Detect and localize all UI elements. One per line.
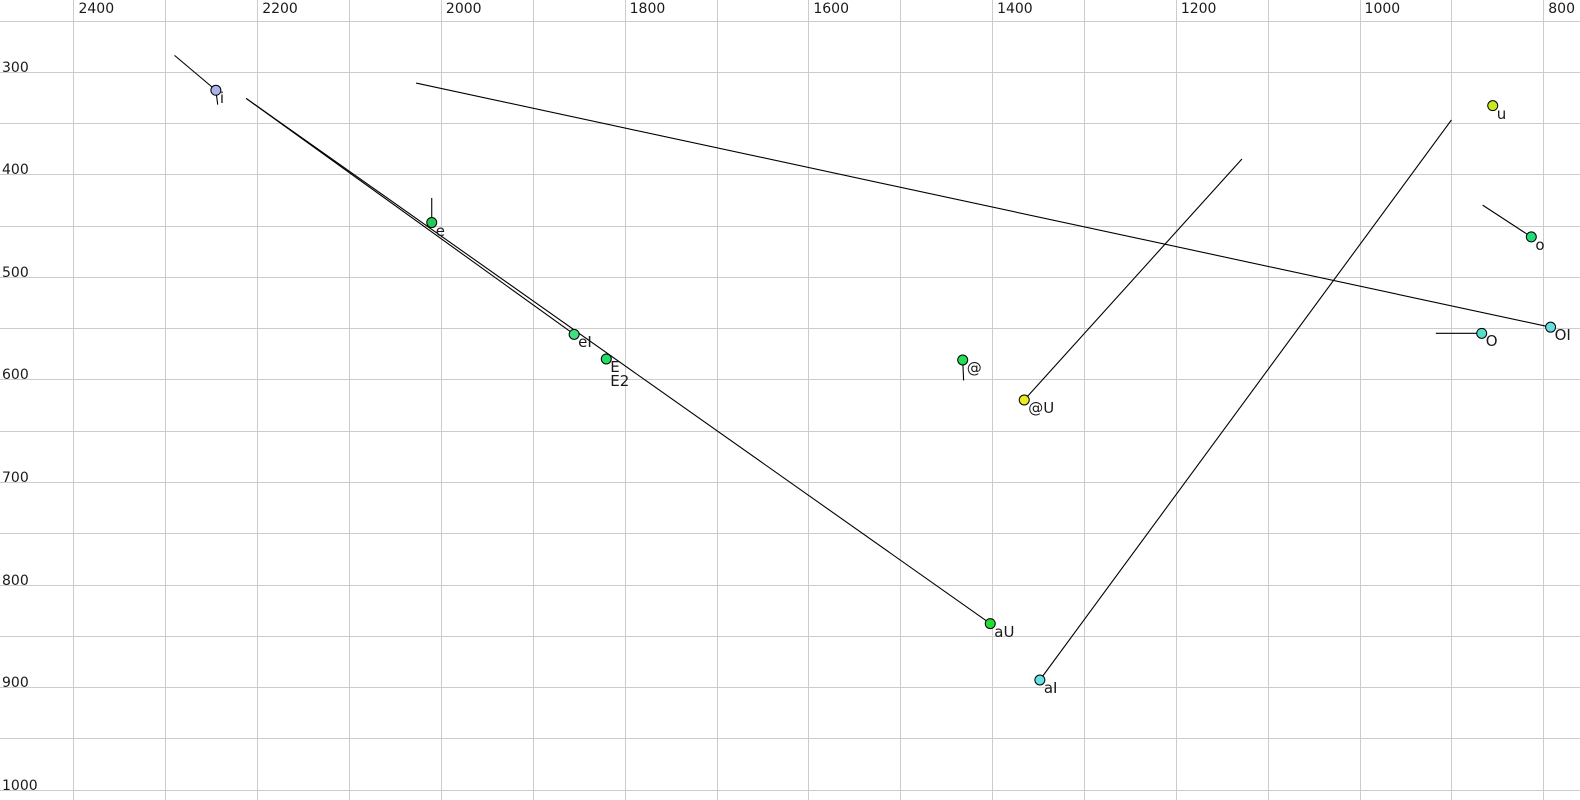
trajectory-long-A (245, 98, 991, 625)
data-point-@U[interactable] (1018, 394, 1030, 406)
data-point-o[interactable] (1525, 231, 1537, 243)
data-point-u[interactable] (1487, 100, 1499, 112)
point-label-@U: @U (1028, 399, 1055, 417)
y-tick-label-1000: 1000 (2, 777, 38, 794)
data-point-e[interactable] (426, 217, 438, 229)
point-label-o: o (1535, 235, 1545, 254)
x-tick-label-2400: 2400 (78, 1, 115, 17)
x-tick-label-1400: 1400 (997, 1, 1033, 17)
y-tick-label-400: 400 (2, 162, 29, 179)
x-tick-label-2000: 2000 (445, 1, 482, 17)
point-label-i: i (219, 89, 225, 108)
trajectory-aU-line (1039, 119, 1452, 681)
trajectory-o-tail (1482, 204, 1532, 238)
x-tick-label-1000: 1000 (1364, 1, 1401, 17)
x-tick-label-1600: 1600 (813, 1, 849, 17)
data-point-E[interactable] (600, 353, 612, 365)
y-tick-label-800: 800 (2, 572, 29, 589)
point-label-aI: aI (1043, 679, 1058, 697)
point-label-aU: aU (994, 622, 1015, 641)
x-tick-label-2200: 2200 (262, 1, 298, 17)
x-tick-label-1800: 1800 (629, 1, 666, 17)
data-point-i[interactable] (210, 84, 222, 96)
trajectory-atU-line (1023, 158, 1243, 401)
data-point-O[interactable] (1476, 327, 1488, 339)
point-label-@: @ (966, 359, 982, 377)
x-tick-label-1200: 1200 (1180, 1, 1217, 17)
point-label-OI: OI (1554, 326, 1571, 345)
y-tick-label-700: 700 (2, 470, 29, 487)
trajectory-long-B (245, 98, 575, 335)
y-tick-label-300: 300 (2, 59, 29, 76)
data-point-OI[interactable] (1545, 321, 1557, 333)
point-label-O: O (1485, 332, 1498, 351)
point-label-E: E (610, 357, 620, 376)
x-tick-label-800: 800 (1548, 1, 1575, 17)
point-label-E2: E2 (610, 371, 630, 390)
y-tick-label-600: 600 (2, 367, 29, 384)
y-tick-label-500: 500 (2, 264, 29, 281)
trajectory-top-long (416, 82, 1551, 328)
point-label-eI: eI (578, 333, 592, 352)
data-point-@[interactable] (957, 354, 969, 366)
y-tick-label-900: 900 (2, 675, 29, 692)
point-label-e: e (435, 221, 445, 240)
data-point-eI[interactable] (568, 328, 580, 340)
data-point-aU[interactable] (984, 618, 996, 630)
data-point-aI[interactable] (1034, 674, 1046, 686)
trajectory-i-tail (174, 54, 217, 91)
point-label-u: u (1496, 104, 1507, 123)
